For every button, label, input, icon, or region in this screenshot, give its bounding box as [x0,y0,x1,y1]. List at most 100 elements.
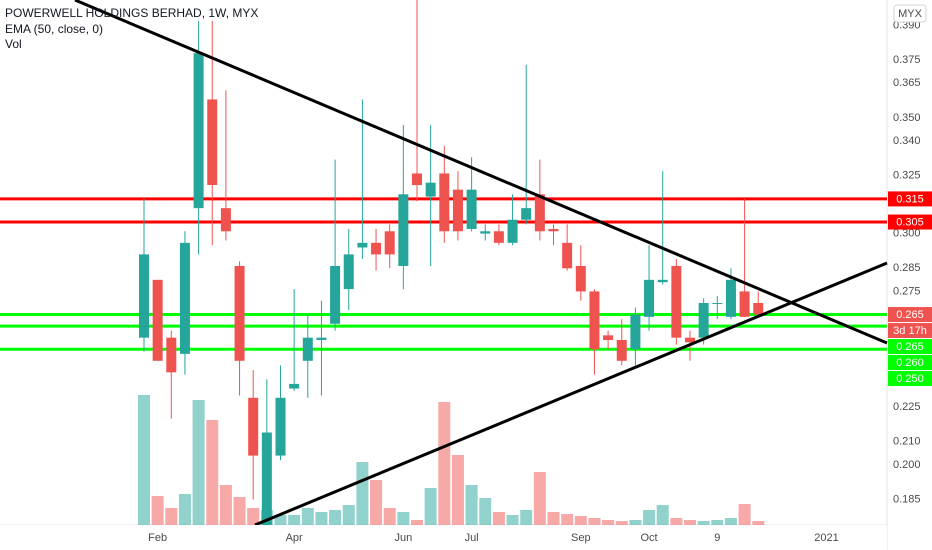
x-tick-label: Apr [286,532,303,544]
countdown-label: 3d 17h [893,325,927,337]
level-label: 0.250 [896,373,924,385]
candle-body [493,231,504,243]
level-label: 0.305 [896,216,924,228]
volume-bar [206,420,219,525]
candle-body [193,53,204,209]
volume-bar [629,520,642,525]
candle-body [739,291,750,317]
candle-body [657,279,668,283]
y-tick-label: 0.375 [893,54,921,66]
indicator-label: EMA (50, close, 0) [5,22,103,36]
volume-bar [479,498,492,525]
candle-body [302,337,313,361]
volume-bar [670,518,683,525]
volume-bar [192,400,205,525]
volume-bar [233,497,246,525]
y-tick-label: 0.210 [893,436,921,448]
volume-bar [301,508,314,525]
volume-bar [684,520,696,525]
volume-bar [370,480,383,525]
candle-body [343,254,354,290]
volume-bar [506,515,519,525]
volume-bar [342,505,355,525]
volume-bar [397,512,410,525]
candle-body [139,254,149,338]
trendline-up [254,261,888,527]
candle-body [179,242,190,354]
chart-title: POWERWELL HOLDINGS BERHAD, 1W, MYX [5,6,258,20]
y-tick-label: 0.325 [893,170,921,182]
candle-body [452,189,463,232]
volume-bar [533,472,546,525]
volume-bar [711,520,724,525]
x-tick-label: 2021 [814,532,838,544]
candle-body [534,194,545,232]
candle-body [480,231,491,234]
y-tick-label: 0.225 [893,401,921,413]
candle-body [685,337,695,343]
y-tick-label: 0.350 [893,112,921,124]
volume-bar [411,520,423,525]
volume-bar [492,512,505,525]
candle-body [439,173,450,232]
volume-bar [178,494,191,525]
countdown-box [888,323,932,339]
x-tick-label: Jul [465,532,479,544]
candle-body [166,337,177,373]
candle-body [589,291,600,350]
candle-body [575,265,586,292]
axis-layer: 0.185 0.200 0.210 0.225 0.275 0.285 0.300 0.325… [148,19,932,544]
level-label: 0.260 [896,357,924,369]
candle-body [644,279,655,317]
last-price-box [888,307,932,323]
candle-body [330,265,341,324]
level-box [888,339,932,355]
candle-body [357,242,368,248]
y-tick-label: 0.340 [893,135,921,147]
candle-body [466,189,477,229]
volume-bar [219,485,232,525]
x-tick-label: Jun [394,532,412,544]
volume-bar [383,508,396,525]
x-tick-label: 9 [714,532,720,544]
volume-bar [602,520,615,525]
volume-bar [329,510,342,525]
candle-body [275,397,286,456]
volume-bar [738,504,751,525]
level-label: 0.265 [896,341,924,353]
volume-bar [315,512,328,525]
volume-bar [615,521,628,525]
volume-bar [574,516,587,525]
candle-body [220,208,231,232]
candle-body [548,228,559,232]
indicator-label: Vol [5,37,22,51]
candle-body [521,208,532,220]
candle-body [152,279,163,361]
volume-bar [451,455,464,525]
candle-body [507,219,518,243]
volume-bar [138,395,150,525]
level-label: 0.315 [896,193,924,205]
currency-button[interactable] [893,4,927,23]
volume-bar [247,508,260,525]
volume-layer [138,395,765,525]
candle-body [753,302,764,315]
price-axis [888,0,932,550]
y-tick-label: 0.365 [893,77,921,89]
y-tick-label: 0.300 [893,227,921,239]
candle-body [725,279,736,317]
time-axis [0,525,887,550]
y-tick-label: 0.185 [893,493,921,505]
x-tick-label: Feb [148,532,167,544]
volume-bar [438,402,451,525]
x-tick-label: Oct [640,532,657,544]
volume-bar [165,508,178,525]
candle-body [616,339,627,361]
candle-body [207,99,218,186]
volume-bar [561,514,574,525]
volume-bar [547,512,560,525]
currency-button-label[interactable]: MYX [898,8,923,20]
